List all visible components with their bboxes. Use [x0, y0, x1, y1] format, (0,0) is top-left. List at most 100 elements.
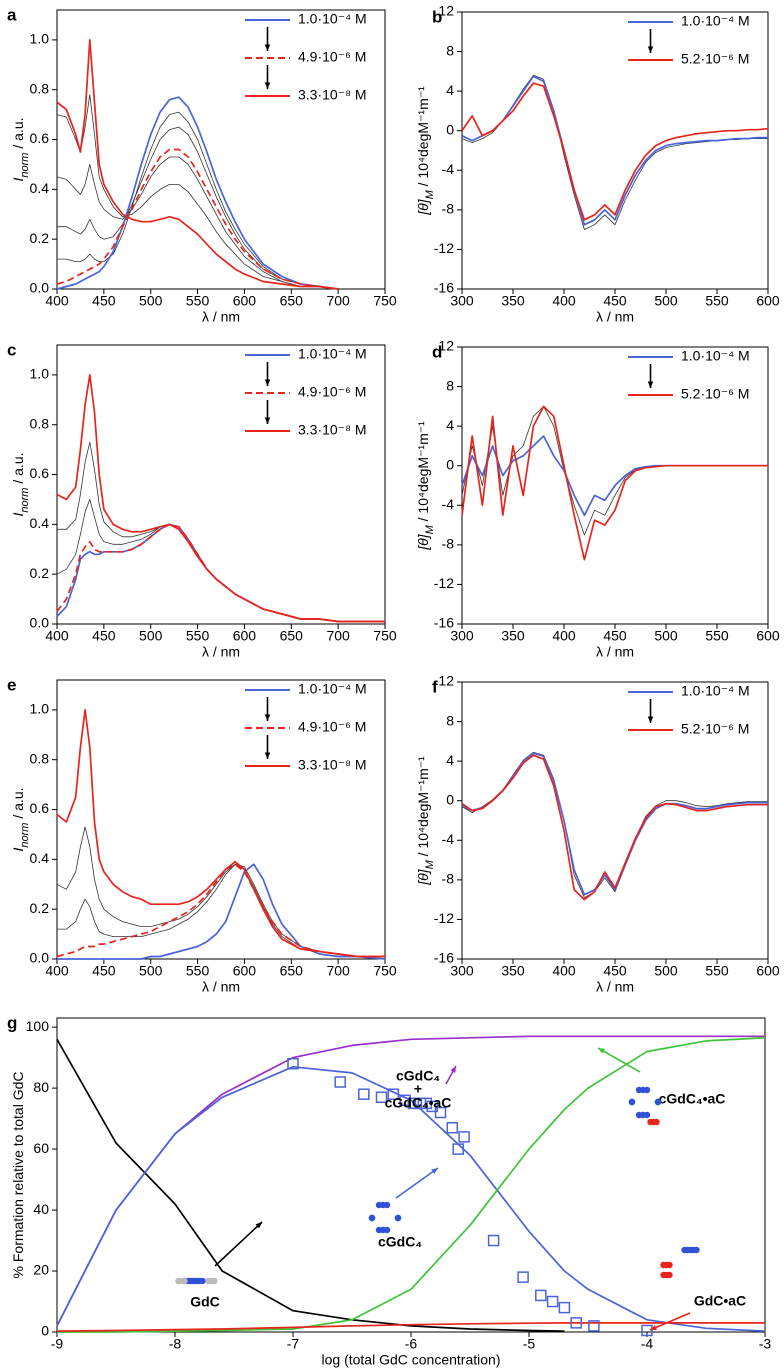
- y-axis-label: Inorm / a.u.: [10, 453, 31, 517]
- arrow-head: [650, 1324, 657, 1330]
- series-line: [57, 126, 339, 290]
- y-axis-label-part: / a.u.: [10, 788, 26, 823]
- y-tick-label: -4: [442, 831, 455, 847]
- arrow-head: [255, 1222, 262, 1229]
- molecule: [666, 1271, 673, 1279]
- y-axis-label-part: M: [424, 524, 436, 534]
- y-tick-label: -4: [442, 161, 455, 177]
- y-tick-label: 80: [33, 1079, 49, 1095]
- x-tick-label: 650: [280, 293, 304, 309]
- panel-label: d: [432, 342, 442, 361]
- series-line: [461, 752, 768, 896]
- y-tick-label: 0.2: [30, 900, 50, 916]
- x-tick-label: 400: [552, 628, 576, 644]
- x-tick-label: 700: [326, 963, 350, 979]
- y-tick-label: 0.0: [30, 280, 50, 296]
- series-line: [56, 1038, 565, 1332]
- y-tick-label: 0.6: [30, 130, 50, 146]
- plot-frame: [56, 344, 386, 625]
- legend-label: 1.0·10⁻⁴ M: [298, 11, 367, 27]
- y-tick-label: 12: [438, 338, 454, 354]
- y-tick-label: 0.8: [30, 415, 50, 431]
- x-tick-label: 450: [92, 963, 116, 979]
- x-tick-label: 500: [139, 293, 163, 309]
- arrow: [597, 1047, 641, 1073]
- series-line: [461, 82, 769, 221]
- arrow-head: [264, 714, 271, 721]
- molecule: [643, 1111, 651, 1119]
- y-tick-label: 0: [41, 1323, 49, 1339]
- plot-frame: [56, 679, 386, 960]
- arrow: [395, 1167, 439, 1199]
- x-tick-label: 500: [654, 963, 678, 979]
- x-tick-label: 450: [92, 628, 116, 644]
- legend-label: 1.0·10⁻⁴ M: [681, 13, 750, 29]
- y-tick-label: 0.0: [30, 950, 50, 966]
- legend-label: 5.2·10⁻⁶ M: [681, 51, 749, 67]
- series-line: [56, 523, 385, 623]
- panel-label: f: [432, 677, 438, 696]
- x-tick-label: 650: [280, 628, 304, 644]
- y-axis-label-part: norm: [19, 488, 31, 513]
- legend-label: 4.9·10⁻⁶ M: [298, 49, 366, 65]
- y-axis-label-part: M: [424, 189, 436, 199]
- series-line: [56, 94, 339, 290]
- data-point: [487, 1234, 500, 1247]
- y-axis-label-part: M: [424, 859, 436, 869]
- data-point: [375, 1091, 388, 1104]
- arrow-head: [431, 1168, 438, 1174]
- x-tick-label: 750: [373, 628, 397, 644]
- x-tick-label: -7: [287, 1336, 300, 1352]
- molecule: [383, 1201, 391, 1209]
- x-tick-label: 600: [233, 293, 257, 309]
- series-line: [56, 39, 339, 290]
- x-tick-label: 700: [326, 293, 350, 309]
- molecule: [643, 1086, 651, 1094]
- y-tick-label: 4: [446, 417, 454, 433]
- panel-label: g: [7, 1013, 17, 1032]
- x-axis-label: λ / nm: [596, 979, 634, 995]
- data-point: [407, 1097, 420, 1110]
- x-tick-label: 500: [654, 293, 678, 309]
- y-axis-label: Inorm / a.u.: [10, 788, 31, 852]
- data-point: [334, 1076, 346, 1088]
- x-axis-label: λ / nm: [202, 979, 240, 995]
- y-tick-label: 12: [438, 3, 454, 19]
- x-tick-label: 500: [654, 628, 678, 644]
- arrow-head: [264, 417, 271, 424]
- panel-label: a: [7, 5, 17, 24]
- molecule: [654, 1098, 662, 1106]
- data-point: [452, 1143, 464, 1155]
- molecule: [628, 1098, 636, 1106]
- plot-frame: [56, 1017, 766, 1333]
- annotation: GdC: [190, 1294, 220, 1310]
- arrow-head: [647, 46, 654, 53]
- legend-label: 1.0·10⁻⁴ M: [681, 683, 750, 699]
- y-tick-label: 0: [446, 456, 454, 472]
- x-tick-label: -6: [405, 1336, 418, 1352]
- series-line: [56, 826, 385, 957]
- x-tick-label: 600: [233, 628, 257, 644]
- series-line: [56, 1065, 766, 1332]
- data-point: [588, 1320, 600, 1332]
- y-tick-label: 4: [446, 82, 454, 98]
- x-tick-label: 650: [280, 963, 304, 979]
- series-line: [57, 863, 386, 960]
- y-axis-label-part: % Formation relative to total GdC: [10, 1072, 26, 1279]
- data-point: [420, 1097, 433, 1110]
- y-axis-label-part: / 10⁴degM⁻¹m⁻¹: [415, 756, 431, 860]
- molecule: [181, 1277, 188, 1285]
- arrow: [649, 1312, 691, 1331]
- data-point: [358, 1088, 370, 1100]
- x-tick-label: 300: [450, 963, 474, 979]
- molecule: [368, 1214, 376, 1222]
- y-tick-label: 40: [33, 1201, 49, 1217]
- arrow: [214, 1221, 263, 1267]
- x-tick-label: 450: [603, 293, 627, 309]
- y-tick-label: 0.4: [30, 850, 50, 866]
- y-tick-label: 8: [446, 377, 454, 393]
- molecule: [666, 1261, 673, 1269]
- x-tick-label: 350: [501, 963, 525, 979]
- x-tick-label: 300: [450, 293, 474, 309]
- y-tick-label: 0.8: [30, 80, 50, 96]
